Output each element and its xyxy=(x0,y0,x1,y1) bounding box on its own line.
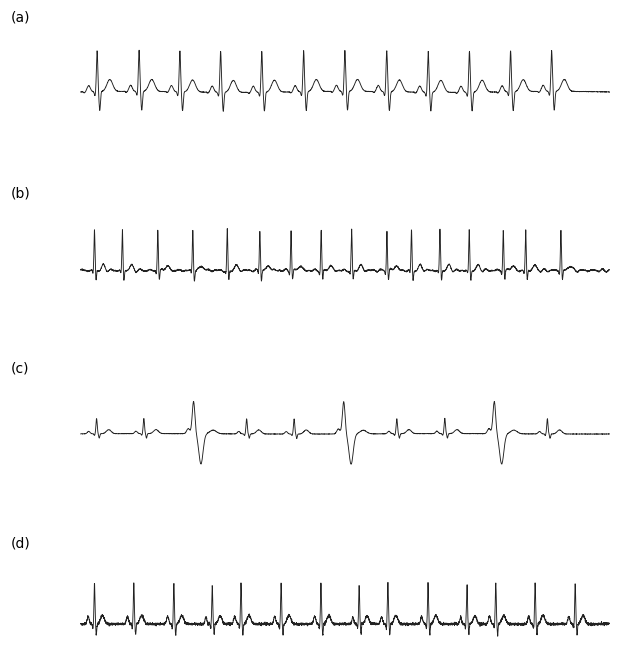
Text: (b): (b) xyxy=(11,186,31,200)
Text: (c): (c) xyxy=(11,361,29,375)
Text: (a): (a) xyxy=(11,11,30,25)
Text: (d): (d) xyxy=(11,537,31,551)
